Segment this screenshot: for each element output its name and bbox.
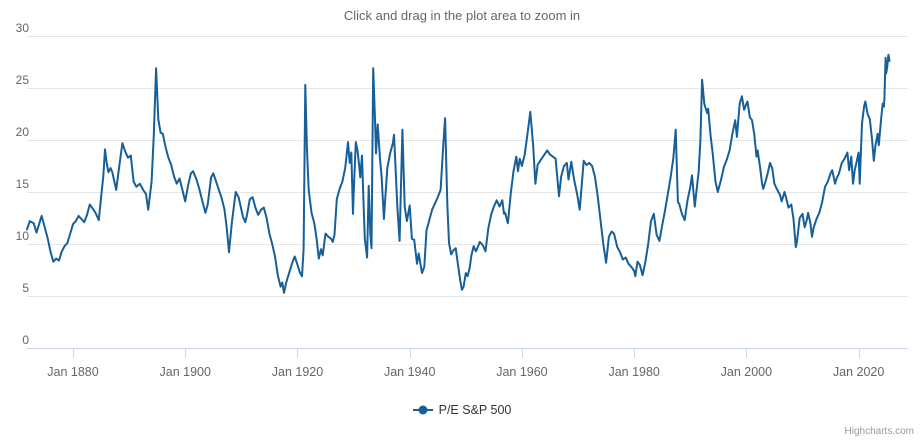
chart-title: Click and drag in the plot area to zoom … — [343, 8, 581, 23]
y-axis-label-25: 25 — [15, 73, 29, 87]
x-axis-label-1920: Jan 1920 — [271, 365, 324, 379]
y-axis-label-0: 0 — [22, 333, 29, 347]
x-axis-tick-marks — [73, 348, 860, 358]
series-line-pe-sp500 — [26, 53, 891, 294]
y-axis-label-15: 15 — [15, 177, 29, 191]
legend-label: P/E S&P 500 — [438, 403, 512, 417]
credits-link[interactable]: Highcharts.com — [844, 426, 914, 437]
x-axis-label-1980: Jan 1980 — [608, 365, 660, 379]
plot-area[interactable] — [27, 36, 908, 348]
legend-line-marker-icon — [412, 405, 433, 415]
y-axis-label-20: 20 — [15, 125, 29, 139]
y-axis-label-5: 5 — [22, 281, 29, 295]
x-axis-label-2020: Jan 2020 — [832, 365, 885, 379]
legend-item-pe-sp500[interactable]: P/E S&P 500 — [0, 403, 924, 417]
x-axis-label-1900: Jan 1900 — [159, 365, 211, 379]
y-axis-label-30: 30 — [15, 21, 29, 35]
x-axis-label-1960: Jan 1960 — [496, 365, 548, 379]
gridlines — [27, 36, 908, 349]
x-axis-label-2000: Jan 2000 — [720, 365, 773, 379]
x-axis-label-1880: Jan 1880 — [47, 365, 99, 379]
y-axis-label-10: 10 — [15, 229, 29, 243]
x-axis-label-1940: Jan 1940 — [383, 365, 436, 379]
